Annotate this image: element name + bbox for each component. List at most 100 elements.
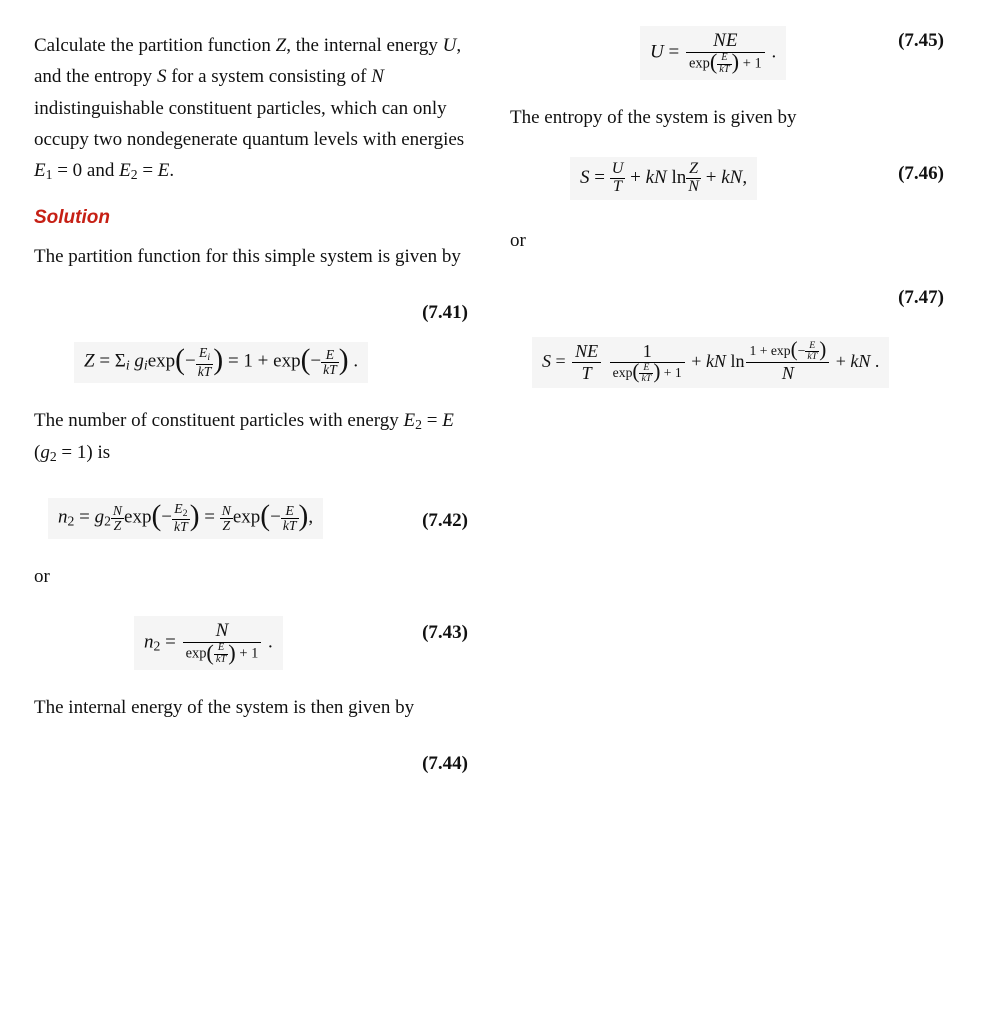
text: = xyxy=(422,410,442,431)
fn: exp xyxy=(124,507,151,528)
sym: kT xyxy=(172,519,190,534)
sym: = xyxy=(551,350,570,370)
frac: NZ xyxy=(220,504,233,534)
eq-body: S = NET 1exp(EkT) + 1 + kN ln1 + exp(−Ek… xyxy=(532,337,889,389)
frac: NZ xyxy=(111,504,124,534)
sym: E xyxy=(281,504,299,518)
equation-7-44: (7.44) xyxy=(34,753,474,789)
sym: U xyxy=(610,161,626,178)
var: g xyxy=(40,442,50,463)
sym: g xyxy=(134,351,144,372)
rparen-icon: ) xyxy=(732,53,739,71)
var-S: S xyxy=(157,66,167,87)
var-E: E xyxy=(158,160,170,181)
right-column: (7.45) U = NEexp(EkT) + 1 . The entropy … xyxy=(510,30,950,811)
lparen-icon: ( xyxy=(151,505,161,529)
text: = xyxy=(138,160,158,181)
sym: + xyxy=(701,167,721,188)
sym: Z xyxy=(686,161,701,178)
problem-statement: Calculate the partition function Z, the … xyxy=(34,30,474,187)
fn: exp xyxy=(613,364,633,379)
sym: N xyxy=(686,178,701,196)
rparen-icon: ) xyxy=(653,363,660,380)
sym: 1 + exp xyxy=(749,342,790,357)
sigma-icon: Σ xyxy=(115,351,126,372)
frac: EikT xyxy=(196,346,214,379)
sym: kN xyxy=(850,350,870,370)
sym: = xyxy=(200,507,220,528)
frac: UT xyxy=(610,161,626,196)
sym: Z xyxy=(220,518,233,533)
sub: i xyxy=(207,352,210,363)
dot: . xyxy=(263,631,273,652)
rparen-icon: ) xyxy=(339,349,349,373)
text: . xyxy=(169,160,174,181)
eq-label: (7.46) xyxy=(898,163,944,185)
eq-label: (7.44) xyxy=(422,753,468,775)
para-partition: The partition function for this simple s… xyxy=(34,241,474,272)
sym: + xyxy=(687,350,706,370)
frac: 1exp(EkT) + 1 xyxy=(610,341,685,385)
sym: kT xyxy=(214,654,228,666)
para-entropy: The entropy of the system is given by xyxy=(510,102,950,133)
fn: exp xyxy=(689,56,710,72)
text: for a system consisting of xyxy=(166,66,371,87)
minus: − xyxy=(270,507,281,528)
or-text: or xyxy=(34,561,474,592)
sym: E xyxy=(321,348,339,362)
lparen-icon: ( xyxy=(632,363,639,380)
lparen-icon: ( xyxy=(175,349,185,373)
eq-label: (7.41) xyxy=(422,302,468,324)
or-text: or xyxy=(510,225,950,256)
eq-label: (7.47) xyxy=(898,287,944,309)
var-E1: E xyxy=(34,160,46,181)
frac: 1 + exp(−EkT)N xyxy=(746,341,829,385)
sym: = xyxy=(590,167,610,188)
sym: T xyxy=(610,178,626,196)
minus: − xyxy=(161,507,172,528)
sym: + xyxy=(831,350,850,370)
solution-heading: Solution xyxy=(34,207,474,229)
sym: N xyxy=(746,362,829,384)
var-U: U xyxy=(443,35,457,56)
sym: + 1 xyxy=(236,646,259,662)
lparen-icon: ( xyxy=(791,341,798,358)
rparen-icon: ) xyxy=(213,349,223,373)
fn: exp xyxy=(233,507,260,528)
text: = 0 and xyxy=(52,160,119,181)
sym: kT xyxy=(639,373,653,384)
rparen-icon: ) xyxy=(819,341,826,358)
sym: n xyxy=(144,631,154,652)
frac: NET xyxy=(572,341,601,384)
sub: 2 xyxy=(131,167,138,182)
lparen-icon: ( xyxy=(260,505,270,529)
sym: = xyxy=(664,41,684,62)
frac: ZN xyxy=(686,161,701,196)
var: E xyxy=(404,410,416,431)
sym: n xyxy=(58,507,68,528)
sym: kT xyxy=(281,518,299,533)
sym: g xyxy=(95,507,105,528)
para-n2: The number of constituent particles with… xyxy=(34,405,474,468)
lparen-icon: ( xyxy=(206,644,213,662)
sym: kT xyxy=(717,64,731,76)
sym: T xyxy=(572,362,601,384)
sym: N xyxy=(183,620,262,642)
text: Calculate the partition function xyxy=(34,35,276,56)
equation-7-47: (7.47) S = NET 1exp(EkT) + 1 + kN ln1 + … xyxy=(510,287,950,389)
sub: 2 xyxy=(50,449,57,464)
dot: . xyxy=(870,350,879,370)
minus: − xyxy=(310,351,321,372)
sym: E xyxy=(639,363,653,373)
eq-body: Z = Σi giexp(−EikT) = 1 + exp(−EkT) . xyxy=(74,342,368,383)
sym: N xyxy=(220,504,233,518)
sym: = 1 + exp xyxy=(223,351,300,372)
sym: Z xyxy=(84,351,95,372)
var-E2: E xyxy=(119,160,131,181)
sym: NE xyxy=(572,341,601,362)
equation-7-45: (7.45) U = NEexp(EkT) + 1 . xyxy=(510,30,950,80)
comma: , xyxy=(742,167,747,188)
fn: ln xyxy=(726,350,745,370)
equation-7-42: (7.42) n2 = g2NZexp(−E2kT) = NZexp(−EkT)… xyxy=(34,498,474,539)
text: = 1) is xyxy=(57,442,110,463)
